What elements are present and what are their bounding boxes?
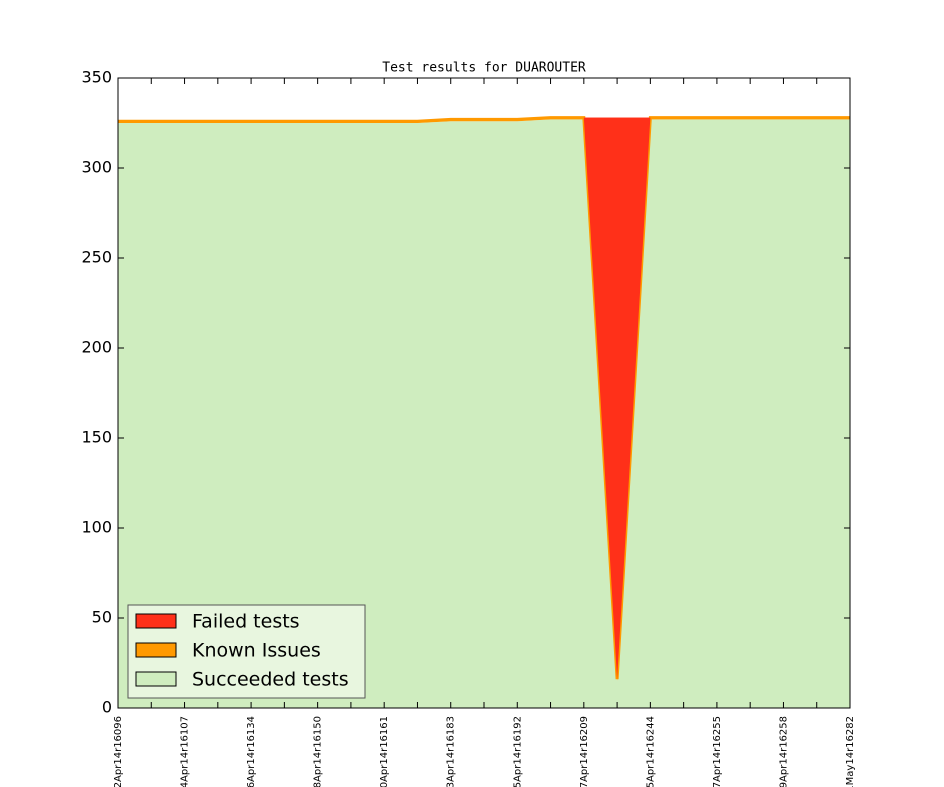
x-tick-label: 27Apr14r16255 [712, 716, 723, 787]
x-tick-label: 08Apr14r16150 [313, 716, 324, 787]
legend: Failed tests Known Issues Succeeded tests [127, 604, 366, 699]
area [118, 119, 850, 708]
x-tick-label: 02Apr14r16096 [113, 716, 124, 787]
y-tick-label: 300 [81, 158, 112, 177]
legend-swatch [135, 613, 177, 629]
y-tick-label: 50 [92, 608, 112, 627]
x-tick-label: 25Apr14r16244 [645, 716, 656, 787]
x-tick-label: 15Apr14r16192 [512, 716, 523, 787]
chart-title: Test results for DUAROUTER [382, 61, 586, 76]
x-tick-label: 17Apr14r16209 [579, 716, 590, 787]
legend-swatch [135, 642, 177, 658]
series-line [118, 116, 850, 680]
x-tick-label: 13Apr14r16183 [446, 716, 457, 787]
x-tick-label: 10Apr14r16161 [379, 716, 390, 787]
y-tick-label: 250 [81, 248, 112, 267]
y-tick-label: 200 [81, 338, 112, 357]
y-tick-label: 350 [81, 68, 112, 87]
x-tick-label: 29Apr14r16258 [778, 716, 789, 787]
legend-label: Failed tests [192, 611, 300, 633]
y-tick-label: 100 [81, 518, 112, 537]
x-tick-label: 04Apr14r16107 [180, 716, 191, 787]
y-tick-label: 0 [102, 698, 112, 717]
x-tick-label: 01May14r16282 [845, 716, 856, 787]
y-tick-label: 150 [81, 428, 112, 447]
legend-swatch [135, 671, 177, 687]
legend-label: Succeeded tests [192, 669, 349, 691]
legend-label: Known Issues [192, 640, 321, 662]
x-tick-label: 06Apr14r16134 [246, 716, 257, 787]
